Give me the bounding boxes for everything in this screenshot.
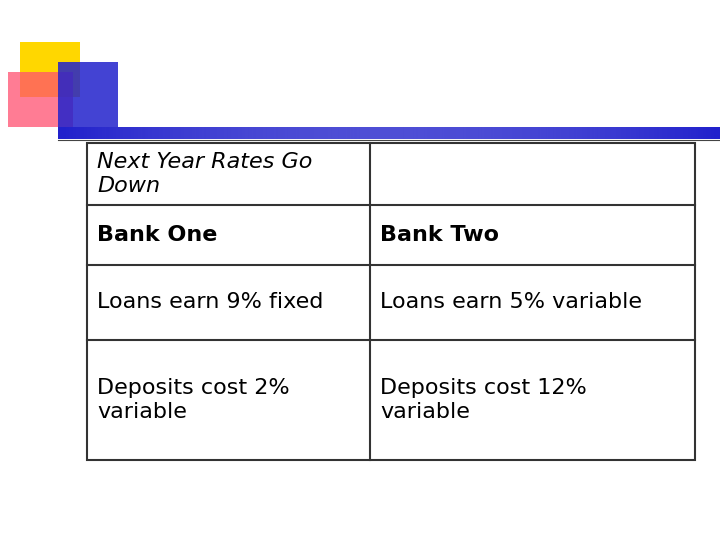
Text: Bank One: Bank One: [97, 225, 217, 245]
Bar: [20, 42, 80, 97]
Text: Loans earn 5% variable: Loans earn 5% variable: [380, 293, 642, 313]
Text: Loans earn 9% fixed: Loans earn 9% fixed: [97, 293, 323, 313]
Bar: [8, 72, 73, 127]
Text: Bank Two: Bank Two: [380, 225, 499, 245]
Bar: [58, 62, 118, 127]
Text: Deposits cost 12%
variable: Deposits cost 12% variable: [380, 379, 587, 422]
Bar: [87, 143, 695, 460]
Text: Deposits cost 2%
variable: Deposits cost 2% variable: [97, 379, 289, 422]
Text: Next Year Rates Go
Down: Next Year Rates Go Down: [97, 152, 312, 195]
